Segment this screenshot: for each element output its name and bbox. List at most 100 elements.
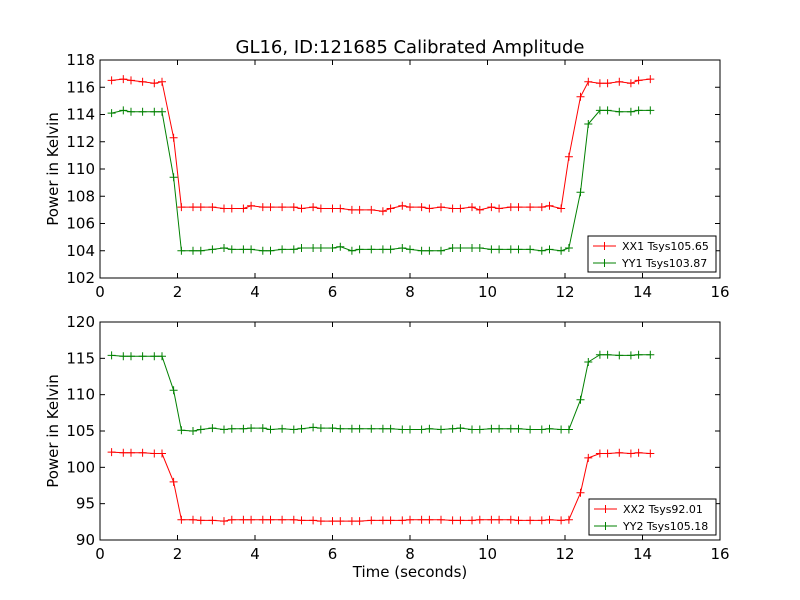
data-point [208,203,217,212]
data-point [247,424,256,433]
top-chart: GL16, ID:121685 Calibrated Amplitude 0 2 4… [44,37,730,301]
legend-marker [600,242,609,250]
data-point [266,246,275,255]
y-tick-label: 110 [66,160,95,178]
data-point [437,203,445,212]
data-point [316,244,325,252]
data-point [425,246,434,255]
x-tick-label: 2 [173,545,183,563]
data-point [220,244,228,252]
x-tick-label: 0 [95,545,105,563]
data-point [297,424,306,433]
data-point [448,244,457,252]
data-point [309,423,318,432]
data-point [355,205,364,214]
data-point [177,246,186,255]
data-point [514,245,523,254]
data-point [316,204,325,213]
data-point [239,424,248,433]
y-tick-label: 105 [66,422,95,440]
data-point [506,424,515,433]
data-point [150,79,159,88]
data-point [336,204,345,213]
data-point [196,246,205,255]
data-point [646,449,655,458]
data-point [189,427,197,435]
data-point [417,515,426,524]
data-point [584,120,593,128]
data-point [634,448,643,457]
legend-marker [600,259,609,267]
data-point [196,203,205,212]
x-tick-label: 4 [250,545,260,563]
data-point [347,424,356,433]
data-point [278,424,287,433]
data-point [138,77,147,86]
data-point [355,517,364,526]
data-point [448,516,457,525]
data-point [584,358,593,366]
x-tick-label: 16 [710,545,729,563]
data-point [437,515,445,524]
data-point [189,515,197,524]
y-tick-label: 104 [66,242,95,260]
x-tick-label: 12 [555,545,574,563]
x-tick-label: 2 [173,283,183,301]
top-chart-legend: XX1 Tsys105.65 YY1 Tsys103.87 [587,235,717,273]
data-point [220,425,228,434]
data-point [220,517,228,526]
data-point [169,386,178,395]
data-point [127,107,135,116]
data-point [177,203,186,212]
series-0 [107,448,655,526]
data-point [437,425,445,434]
legend-marker [601,505,610,513]
data-point [506,245,515,254]
x-tick-label: 8 [405,283,415,301]
data-point [526,203,535,212]
data-point [328,244,337,252]
data-point [107,109,116,118]
y-tick-label: 110 [66,386,95,404]
data-point [537,203,546,212]
data-point [258,246,267,255]
data-point [258,203,267,212]
data-point [603,79,612,88]
series-1 [107,350,655,435]
data-point [564,152,573,161]
data-point [584,77,593,86]
legend-label: XX1 Tsys105.65 [622,240,709,253]
data-point [487,203,496,212]
data-point [545,201,554,210]
data-point [406,203,414,212]
data-point [150,449,159,458]
legend-box [587,235,717,273]
data-point [475,244,484,252]
data-point [289,515,298,524]
data-point [398,516,407,525]
data-point [119,448,128,457]
data-point [417,246,426,255]
data-point [138,107,147,116]
data-point [634,106,643,115]
x-tick-label: 6 [328,283,338,301]
data-point [328,204,337,213]
data-point [247,201,256,210]
data-point [456,244,465,252]
data-point [514,203,523,212]
data-point [258,515,267,524]
data-point [506,515,515,524]
y-tick-label: 118 [66,51,95,69]
data-point [406,515,414,524]
data-point [557,425,566,434]
data-point [127,76,135,85]
y-tick-label: 100 [66,458,95,476]
data-point [487,515,496,524]
data-point [417,425,426,434]
data-point [615,107,624,116]
data-point [227,204,236,213]
data-point [564,244,573,252]
legend-label: XX2 Tsys92.01 [623,503,703,516]
data-point [557,516,566,525]
data-point [107,448,116,457]
